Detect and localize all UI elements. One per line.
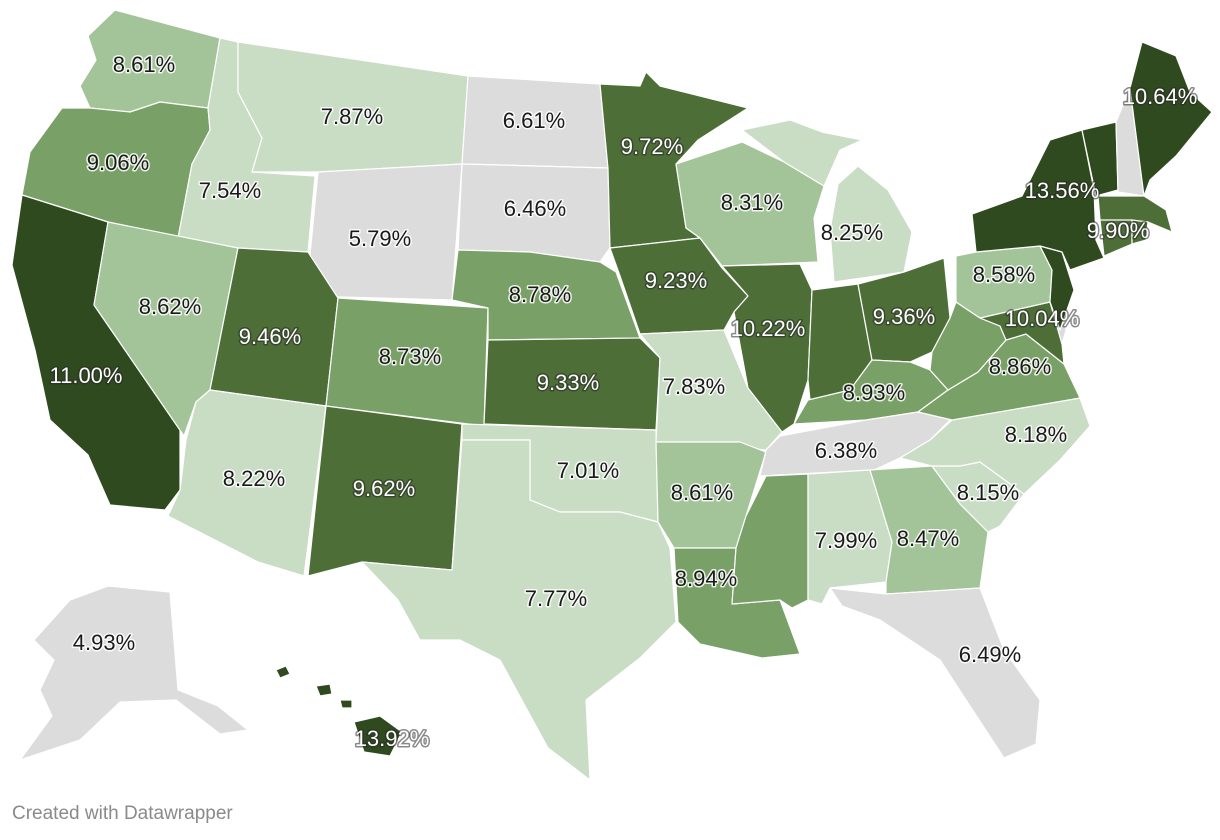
- value-label-OR: 9.06%: [87, 150, 149, 175]
- datawrapper-credit: Created with Datawrapper: [12, 803, 233, 824]
- state-MN: [599, 71, 749, 249]
- value-label-WY: 5.79%: [349, 226, 411, 251]
- us-choropleth-map: 8.61% 9.06% 11.00% 7.54% 8.62% 7.87% 5.79% 9.46…: [11, 9, 1213, 781]
- value-label-UT: 9.46%: [239, 324, 301, 349]
- value-label-NE: 8.78%: [509, 282, 571, 307]
- value-label-CO: 8.73%: [379, 344, 441, 369]
- value-label-WI: 8.31%: [721, 190, 783, 215]
- state-AZ: [167, 389, 327, 577]
- value-label-GA: 8.47%: [897, 526, 959, 551]
- value-label-NC: 8.18%: [1005, 422, 1067, 447]
- state-FL: [829, 587, 1041, 759]
- value-label-NM: 9.62%: [353, 476, 415, 501]
- value-label-ME: 10.64%: [1123, 84, 1198, 109]
- value-label-NY: 13.56%: [1025, 178, 1100, 203]
- state-WI: [675, 141, 825, 267]
- value-label-OK: 7.01%: [557, 458, 619, 483]
- value-label-AL: 7.99%: [815, 528, 877, 553]
- state-NY: [971, 129, 1105, 271]
- value-label-LA: 8.94%: [675, 566, 737, 591]
- value-label-PA: 8.58%: [973, 262, 1035, 287]
- value-label-IA: 9.23%: [645, 268, 707, 293]
- value-label-SD: 6.46%: [504, 196, 566, 221]
- value-label-AZ: 8.22%: [223, 466, 285, 491]
- value-label-MA: 9.90%: [1087, 218, 1149, 243]
- value-label-KY: 8.93%: [843, 380, 905, 405]
- value-label-VA: 8.86%: [989, 354, 1051, 379]
- value-label-HI: 13.92%: [355, 726, 430, 751]
- value-label-AR: 8.61%: [671, 480, 733, 505]
- state-AK: [19, 585, 249, 761]
- value-label-FL: 6.49%: [959, 642, 1021, 667]
- value-label-MO: 7.83%: [663, 374, 725, 399]
- state-NC: [899, 397, 1091, 495]
- value-label-CA: 11.00%: [50, 363, 123, 388]
- value-label-KS: 9.33%: [537, 370, 599, 395]
- state-MI: [741, 119, 913, 283]
- state-RI: [1131, 219, 1149, 245]
- value-label-SC: 8.15%: [957, 480, 1019, 505]
- state-TX: [361, 439, 677, 781]
- value-label-IL: 10.22%: [731, 316, 806, 341]
- state-IL: [721, 263, 813, 433]
- value-label-ID: 7.54%: [199, 178, 261, 203]
- value-label-MN: 9.72%: [621, 134, 683, 159]
- value-label-TX: 7.77%: [525, 586, 587, 611]
- value-label-OH: 9.36%: [873, 304, 935, 329]
- value-label-MD: 10.04%: [1005, 306, 1080, 331]
- state-HI: [275, 665, 403, 757]
- state-MS: [731, 473, 809, 609]
- value-label-TN: 6.38%: [815, 438, 877, 463]
- state-ME: [1129, 41, 1213, 197]
- value-label-MI: 8.25%: [821, 220, 883, 245]
- value-label-WA: 8.61%: [113, 52, 175, 77]
- value-label-NV: 8.62%: [139, 294, 201, 319]
- value-label-MT: 7.87%: [321, 104, 383, 129]
- value-label-ND: 6.61%: [503, 108, 565, 133]
- value-label-AK: 4.93%: [73, 630, 135, 655]
